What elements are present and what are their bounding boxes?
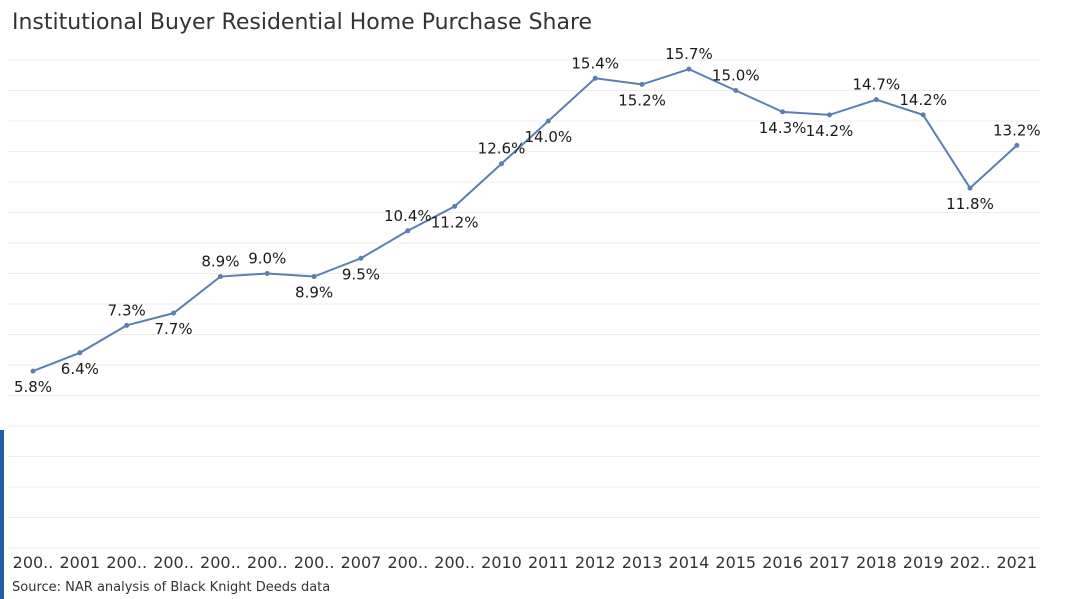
x-tick-label: 202..: [950, 553, 991, 572]
data-point: [77, 350, 83, 356]
x-tick-label: 2010: [481, 553, 522, 572]
chart-title: Institutional Buyer Residential Home Pur…: [12, 10, 593, 35]
x-tick-label: 200..: [13, 553, 54, 572]
x-tick-label: 2012: [575, 553, 616, 572]
x-tick-label: 200..: [387, 553, 428, 572]
data-label: 8.9%: [201, 253, 239, 271]
data-label: 15.4%: [571, 54, 619, 72]
data-point: [733, 88, 739, 93]
data-point: [124, 322, 130, 328]
data-point: [592, 75, 598, 81]
data-point: [967, 185, 973, 191]
data-label: 15.7%: [665, 45, 713, 63]
data-label: 14.3%: [759, 119, 807, 137]
data-point: [1014, 142, 1020, 148]
x-tick-label: 2001: [59, 553, 100, 572]
data-label: 15.0%: [712, 67, 760, 85]
data-point: [499, 161, 504, 167]
data-label: 13.2%: [993, 121, 1041, 139]
x-tick-label: 200..: [434, 553, 475, 572]
x-tick-label: 2016: [762, 553, 803, 572]
data-label: 10.4%: [384, 207, 432, 225]
series-line: [32, 68, 1018, 373]
x-tick-label: 2011: [528, 553, 569, 572]
source-note: Source: NAR analysis of Black Knight Dee…: [12, 580, 331, 595]
x-tick-label: 2015: [715, 553, 756, 572]
data-point: [780, 109, 786, 115]
x-tick-label: 200..: [294, 553, 335, 572]
data-point: [920, 112, 926, 118]
data-point: [639, 81, 645, 87]
data-point: [358, 255, 364, 261]
data-label: 9.5%: [342, 265, 380, 283]
data-label: 7.3%: [108, 301, 146, 319]
data-point: [826, 112, 832, 118]
x-tick-label: 2017: [809, 553, 850, 572]
x-tick-label: 200..: [106, 553, 147, 572]
data-label: 14.7%: [852, 76, 900, 94]
data-point: [686, 66, 692, 72]
data-label: 11.8%: [946, 195, 994, 213]
x-tick-label: 2014: [669, 553, 710, 572]
x-tick-labels-group: 200.. 2001 200.. 200.. 200.. 200.. 200.. 2007 20…: [13, 553, 1038, 572]
data-label: 5.8%: [14, 378, 52, 396]
x-tick-label: 2007: [341, 553, 382, 572]
data-label: 14.2%: [899, 91, 947, 109]
data-point: [311, 274, 317, 280]
data-point: [545, 118, 551, 124]
x-tick-label: 200..: [247, 553, 288, 572]
data-label: 14.0%: [525, 128, 573, 146]
data-point: [873, 97, 879, 103]
data-label: 9.0%: [248, 250, 286, 268]
data-point: [171, 310, 177, 316]
x-tick-label: 2019: [903, 553, 944, 572]
data-label: 11.2%: [431, 213, 479, 231]
x-tick-label: 2018: [856, 553, 897, 572]
x-tick-label: 200..: [200, 553, 241, 572]
series-group: [30, 66, 1020, 374]
data-point: [217, 274, 223, 280]
data-labels-group: 5.8%6.4%7.3%7.7%8.9% 9.0%8.9%9.5%10.4% 11.…: [14, 45, 1041, 396]
data-point: [30, 368, 36, 374]
data-point: [452, 203, 458, 209]
data-label: 7.7%: [154, 320, 192, 338]
x-tick-label: 2013: [622, 553, 663, 572]
data-point: [405, 228, 411, 234]
x-tick-label: 2021: [996, 553, 1037, 572]
data-label: 8.9%: [295, 284, 333, 302]
gridlines: [8, 59, 1040, 549]
data-label: 15.2%: [618, 91, 666, 109]
data-point: [264, 271, 270, 276]
x-tick-label: 200..: [153, 553, 194, 572]
data-label: 14.2%: [806, 122, 854, 140]
accent-bar: [0, 430, 4, 599]
data-label: 6.4%: [61, 360, 99, 378]
data-label: 12.6%: [478, 140, 526, 158]
